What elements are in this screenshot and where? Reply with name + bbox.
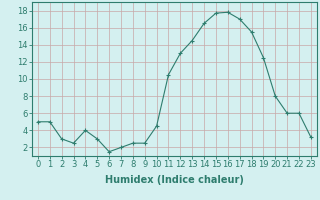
X-axis label: Humidex (Indice chaleur): Humidex (Indice chaleur) bbox=[105, 175, 244, 185]
